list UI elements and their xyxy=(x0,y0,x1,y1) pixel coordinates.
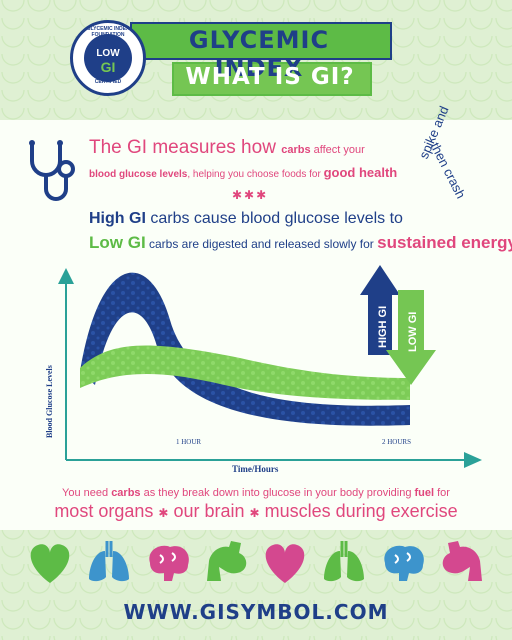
x-tick-2-hours: 2 HOURS xyxy=(382,438,411,446)
intro-helping: , helping you choose foods for xyxy=(187,169,324,180)
low-gi-down-arrow xyxy=(386,290,436,385)
bottom-end: for xyxy=(434,487,450,499)
low-gi-line: Low GI carbs are digested and released s… xyxy=(89,233,512,253)
low-gi-label: Low GI xyxy=(89,233,146,252)
intro-line: The GI measures how carbs affect your xyxy=(89,137,365,159)
x-tick-1-hour: 1 HOUR xyxy=(176,438,201,446)
bottom-organs: most organs xyxy=(54,501,154,521)
page-title: GLYCEMIC INDEX xyxy=(188,26,330,82)
intro-carbs: carbs xyxy=(281,144,311,156)
badge-gi-text: GI xyxy=(100,59,116,75)
y-axis-arrow xyxy=(58,268,74,284)
lungs-icon xyxy=(324,541,365,582)
heart-icon xyxy=(30,544,70,583)
decorative-dots: ✱✱✱ xyxy=(232,188,269,202)
high-gi-arrow-label: HIGH GI xyxy=(377,306,389,348)
glucose-curve-chart: Blood Glucose Levels Time/Hours 1 HOUR 2… xyxy=(45,265,482,474)
low-gi-text: carbs are digested and released slowly f… xyxy=(145,237,378,251)
intro-subline: blood glucose levels, helping you choose… xyxy=(89,165,397,180)
brain-icon xyxy=(384,545,424,581)
high-gi-line: High GI carbs cause blood glucose levels… xyxy=(89,210,403,228)
separator-star: ✱ xyxy=(249,506,260,520)
background-scallop-pattern-bottom xyxy=(0,528,512,640)
intro-good-health: good health xyxy=(323,165,398,180)
high-gi-label: High GI xyxy=(89,210,146,227)
muscle-arm-icon xyxy=(206,541,246,581)
low-gi-sustained: sustained energy xyxy=(377,233,512,252)
high-gi-text: carbs cause blood glucose levels to xyxy=(145,210,403,227)
bottom-carbs: carbs xyxy=(111,487,141,499)
x-axis-label: Time/Hours xyxy=(232,464,279,474)
muscle-arm-icon xyxy=(442,541,482,581)
brain-icon xyxy=(149,545,189,581)
page-subtitle: WHAT IS GI? xyxy=(185,64,355,90)
content-panel xyxy=(0,120,512,530)
bottom-lead: You need xyxy=(62,487,112,499)
lungs-icon xyxy=(88,541,129,582)
heart-icon xyxy=(266,544,305,583)
stethoscope-icon xyxy=(29,140,75,201)
low-gi-arrow-label: LOW GI xyxy=(407,312,419,352)
high-gi-curve xyxy=(80,272,410,426)
subtitle-ribbon xyxy=(172,62,372,96)
low-gi-certified-badge: GLYCEMIC INDEX FOUNDATION LOW GI CERTIFI… xyxy=(70,20,146,96)
background-scallop-pattern xyxy=(0,0,512,120)
intro-lead: The GI measures how xyxy=(89,137,282,158)
bottom-list: most organs ✱ our brain ✱ muscles during… xyxy=(0,501,512,522)
separator-star: ✱ xyxy=(158,506,169,520)
x-axis-arrow xyxy=(464,452,482,468)
bottom-fuel: fuel xyxy=(414,487,435,499)
badge-certified-text: CERTIFIED xyxy=(94,79,122,85)
bottom-mid: as they break down into glucose in your … xyxy=(140,487,415,499)
bottom-brain: our brain xyxy=(173,501,245,521)
badge-center: LOW GI xyxy=(84,34,132,82)
intro-bgl: blood glucose levels xyxy=(89,169,188,180)
intro-lead-end: affect your xyxy=(310,144,365,156)
bottom-muscles: muscles during exercise xyxy=(264,501,458,521)
low-gi-curve xyxy=(80,345,410,400)
title-ribbon xyxy=(130,22,392,60)
website-url: WWW.GISYMBOL.COM xyxy=(123,600,389,624)
high-gi-up-arrow xyxy=(360,265,400,355)
y-axis-label: Blood Glucose Levels xyxy=(45,365,54,438)
organ-icon-row xyxy=(24,537,488,587)
badge-low-text: LOW xyxy=(96,48,120,59)
bottom-sentence: You need carbs as they break down into g… xyxy=(0,487,512,499)
